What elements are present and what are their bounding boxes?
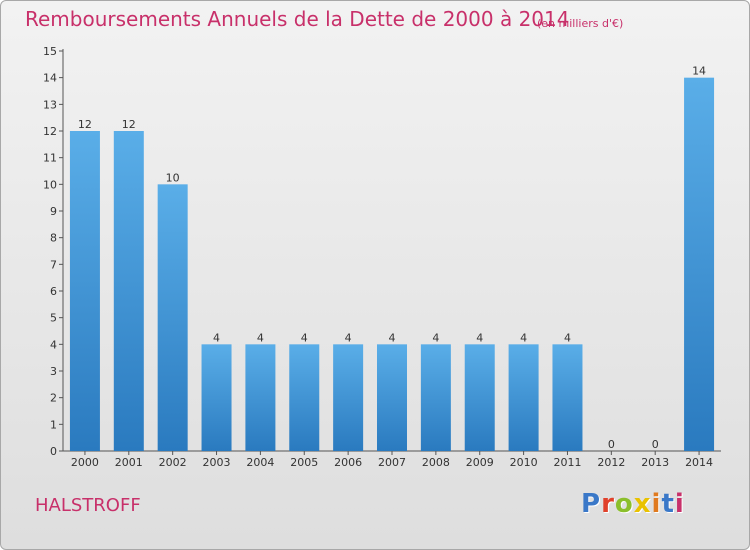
data-label: 10 — [166, 171, 180, 184]
x-tick-label: 2002 — [159, 456, 187, 469]
y-tick-label: 5 — [50, 312, 57, 325]
data-label: 0 — [608, 438, 615, 451]
x-tick-label: 2013 — [641, 456, 669, 469]
data-label: 12 — [122, 118, 136, 131]
y-tick-label: 9 — [50, 205, 57, 218]
data-label: 4 — [432, 331, 439, 344]
proxiti-logo[interactable]: Proxiti — [581, 489, 685, 519]
bar — [552, 344, 583, 451]
bar — [464, 344, 495, 451]
logo-letter: i — [674, 489, 685, 519]
y-tick-label: 7 — [50, 258, 57, 271]
x-tick-label: 2007 — [378, 456, 406, 469]
x-tick-label: 2005 — [290, 456, 318, 469]
y-tick-label: 2 — [50, 392, 57, 405]
data-label: 4 — [564, 331, 571, 344]
logo-letter: o — [614, 489, 634, 519]
data-label: 4 — [520, 331, 527, 344]
bar — [377, 344, 407, 451]
x-tick-label: 2011 — [553, 456, 581, 469]
data-label: 4 — [476, 331, 483, 344]
bar — [333, 344, 364, 451]
x-tick-label: 2003 — [203, 456, 231, 469]
y-tick-label: 4 — [50, 338, 57, 351]
bar — [420, 344, 451, 451]
bar — [684, 77, 715, 452]
y-tick-label: 11 — [43, 152, 57, 165]
data-label: 4 — [257, 331, 264, 344]
y-tick-label: 12 — [43, 125, 57, 138]
y-tick-label: 13 — [43, 98, 57, 111]
logo-letter: i — [651, 489, 662, 519]
logo-letter: x — [633, 489, 652, 519]
chart-title: Remboursements Annuels de la Dette de 20… — [25, 7, 570, 31]
data-label: 12 — [78, 118, 92, 131]
y-tick-label: 14 — [43, 72, 57, 85]
y-tick-label: 8 — [50, 232, 57, 245]
x-tick-label: 2014 — [685, 456, 713, 469]
x-tick-label: 2000 — [71, 456, 99, 469]
y-tick-label: 10 — [43, 178, 57, 191]
logo-letter: r — [601, 489, 615, 519]
bar — [157, 184, 188, 452]
data-label: 0 — [652, 438, 659, 451]
y-tick-label: 6 — [50, 285, 57, 298]
logo-letter: P — [581, 489, 602, 519]
bar — [245, 344, 276, 451]
x-tick-label: 2010 — [510, 456, 538, 469]
data-label: 4 — [345, 331, 352, 344]
commune-name: HALSTROFF — [35, 495, 141, 516]
data-label: 4 — [389, 331, 396, 344]
bar — [289, 344, 320, 451]
data-label: 14 — [692, 65, 706, 78]
y-tick-label: 1 — [50, 418, 57, 431]
y-tick-label: 3 — [50, 365, 57, 378]
chart-unit: (en milliers d'€) — [537, 17, 624, 30]
data-label: 4 — [213, 331, 220, 344]
x-tick-label: 2004 — [246, 456, 274, 469]
x-tick-label: 2006 — [334, 456, 362, 469]
x-tick-label: 2012 — [597, 456, 625, 469]
data-label: 4 — [301, 331, 308, 344]
bar — [113, 131, 144, 451]
x-tick-label: 2001 — [115, 456, 143, 469]
bar — [508, 344, 539, 451]
logo-letter: t — [661, 489, 675, 519]
y-tick-label: 15 — [43, 45, 57, 58]
x-tick-label: 2008 — [422, 456, 450, 469]
y-tick-label: 0 — [50, 445, 57, 458]
x-tick-label: 2009 — [466, 456, 494, 469]
bar — [69, 131, 100, 451]
bar — [201, 344, 232, 451]
